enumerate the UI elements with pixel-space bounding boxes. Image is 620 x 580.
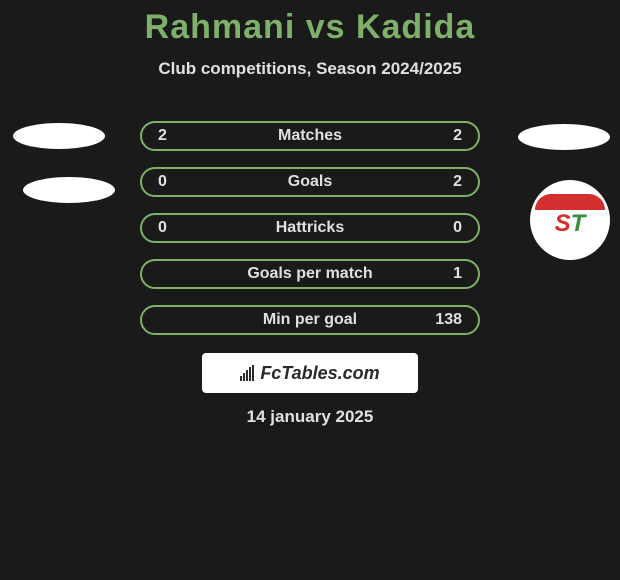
stat-right-value: 2 [402, 127, 462, 145]
club-badge-letter-s: S [555, 210, 571, 238]
subtitle: Club competitions, Season 2024/2025 [0, 59, 620, 79]
stat-label: Goals per match [218, 265, 402, 283]
stats-container: 2 Matches 2 0 Goals 2 0 Hattricks 0 Goal… [0, 121, 620, 335]
page-title: Rahmani vs Kadida [0, 0, 620, 47]
fctables-text: FcTables.com [260, 363, 379, 384]
stat-left-value: 2 [158, 127, 218, 145]
stat-row-goals: 0 Goals 2 [140, 167, 480, 197]
player-left-badge-1 [13, 123, 105, 149]
stat-row-matches: 2 Matches 2 [140, 121, 480, 151]
player-right-badge [518, 124, 610, 150]
club-badge-letter-t: T [571, 210, 586, 238]
date-label: 14 january 2025 [0, 407, 620, 427]
stat-row-min-per-goal: Min per goal 138 [140, 305, 480, 335]
club-badge-initials: S T [555, 210, 586, 238]
stat-label: Goals [218, 173, 402, 191]
stat-left-value: 0 [158, 219, 218, 237]
stat-right-value: 138 [402, 311, 462, 329]
club-badge-right: S T [530, 180, 610, 260]
stat-row-hattricks: 0 Hattricks 0 [140, 213, 480, 243]
stat-label: Min per goal [218, 311, 402, 329]
stat-left-value: 0 [158, 173, 218, 191]
stat-label: Matches [218, 127, 402, 145]
stat-label: Hattricks [218, 219, 402, 237]
club-badge-header [535, 194, 605, 210]
stat-right-value: 1 [402, 265, 462, 283]
bar-chart-icon [240, 365, 254, 381]
player-left-badge-2 [23, 177, 115, 203]
stat-row-goals-per-match: Goals per match 1 [140, 259, 480, 289]
fctables-branding[interactable]: FcTables.com [202, 353, 418, 393]
stat-right-value: 2 [402, 173, 462, 191]
stat-right-value: 0 [402, 219, 462, 237]
